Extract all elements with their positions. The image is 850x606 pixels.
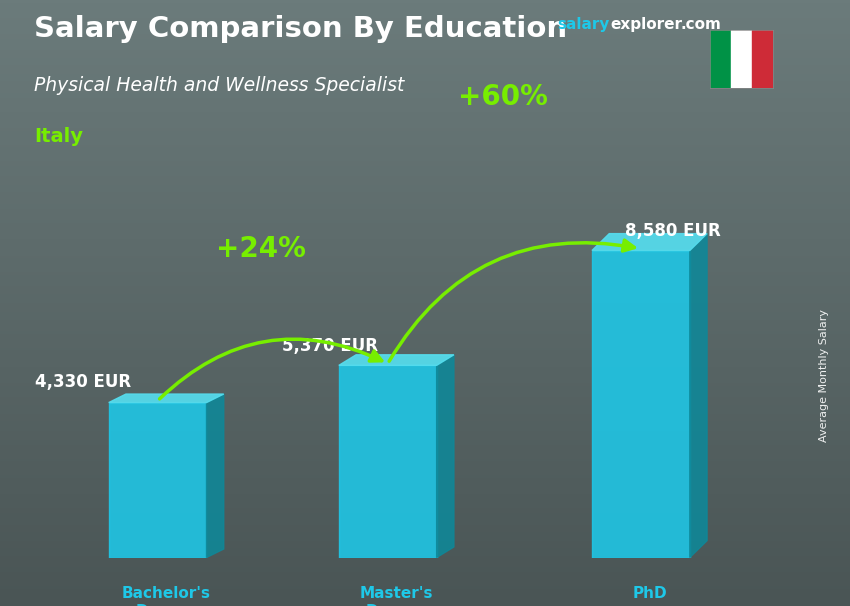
- Text: Master's
Degree: Master's Degree: [360, 586, 434, 606]
- Text: 8,580 EUR: 8,580 EUR: [626, 222, 721, 240]
- Polygon shape: [690, 234, 707, 558]
- Bar: [710, 30, 731, 88]
- Text: +60%: +60%: [458, 83, 547, 111]
- Text: Bachelor's
Degree: Bachelor's Degree: [122, 586, 211, 606]
- Bar: [109, 402, 207, 558]
- Text: Physical Health and Wellness Specialist: Physical Health and Wellness Specialist: [34, 76, 405, 95]
- Text: 5,370 EUR: 5,370 EUR: [282, 336, 378, 355]
- Bar: [592, 250, 690, 558]
- Text: Salary Comparison By Education: Salary Comparison By Education: [34, 15, 567, 43]
- Text: 4,330 EUR: 4,330 EUR: [35, 373, 131, 391]
- Text: salary: salary: [557, 17, 609, 32]
- Text: +24%: +24%: [216, 235, 306, 262]
- Text: Average Monthly Salary: Average Monthly Salary: [819, 309, 829, 442]
- Text: PhD: PhD: [632, 586, 667, 601]
- Bar: [339, 365, 437, 558]
- Polygon shape: [437, 355, 454, 558]
- Bar: [731, 30, 752, 88]
- Text: Italy: Italy: [34, 127, 83, 146]
- Polygon shape: [109, 394, 224, 402]
- Bar: [752, 30, 774, 88]
- Polygon shape: [592, 234, 707, 250]
- Polygon shape: [339, 355, 454, 365]
- Polygon shape: [207, 394, 224, 558]
- Text: .com: .com: [680, 17, 721, 32]
- Text: explorer: explorer: [610, 17, 683, 32]
